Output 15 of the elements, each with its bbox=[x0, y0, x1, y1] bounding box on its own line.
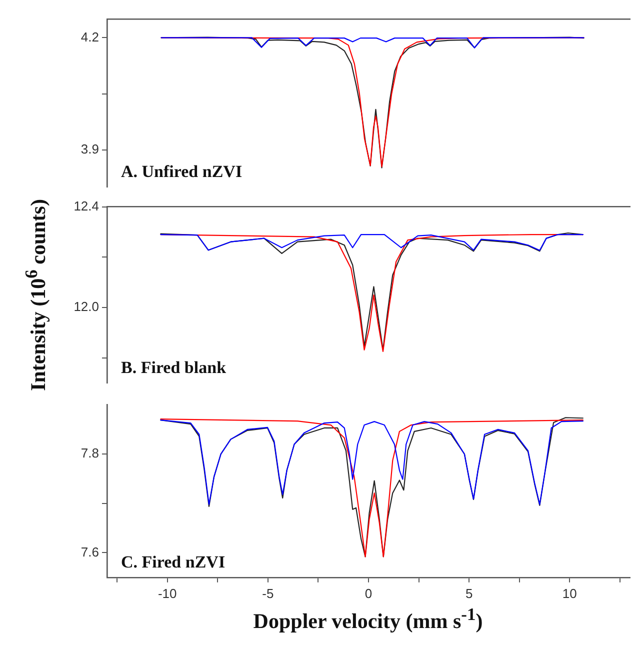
y-tick-label: 7.6 bbox=[80, 544, 99, 560]
y-tick-label: 12.4 bbox=[74, 198, 99, 214]
annotation: C. Fired nZVI bbox=[121, 552, 226, 572]
annotation: A. Unfired nZVI bbox=[121, 162, 242, 182]
y-tick-label: 4.2 bbox=[80, 29, 99, 44]
y-tick-label: 12.0 bbox=[74, 299, 99, 314]
x-axis-title: Doppler velocity (mm s$^{-1}$) bbox=[253, 604, 483, 634]
y-tick-label: 3.9 bbox=[80, 141, 99, 156]
x-tick-label: 0 bbox=[364, 586, 372, 601]
x-tick-label: 5 bbox=[465, 586, 473, 601]
x-tick-label: -10 bbox=[158, 586, 177, 601]
x-tick-label: -5 bbox=[262, 586, 274, 601]
x-tick-label: 10 bbox=[562, 586, 577, 601]
annotation: B. Fired blank bbox=[121, 358, 227, 378]
y-tick-label: 7.8 bbox=[80, 446, 99, 461]
